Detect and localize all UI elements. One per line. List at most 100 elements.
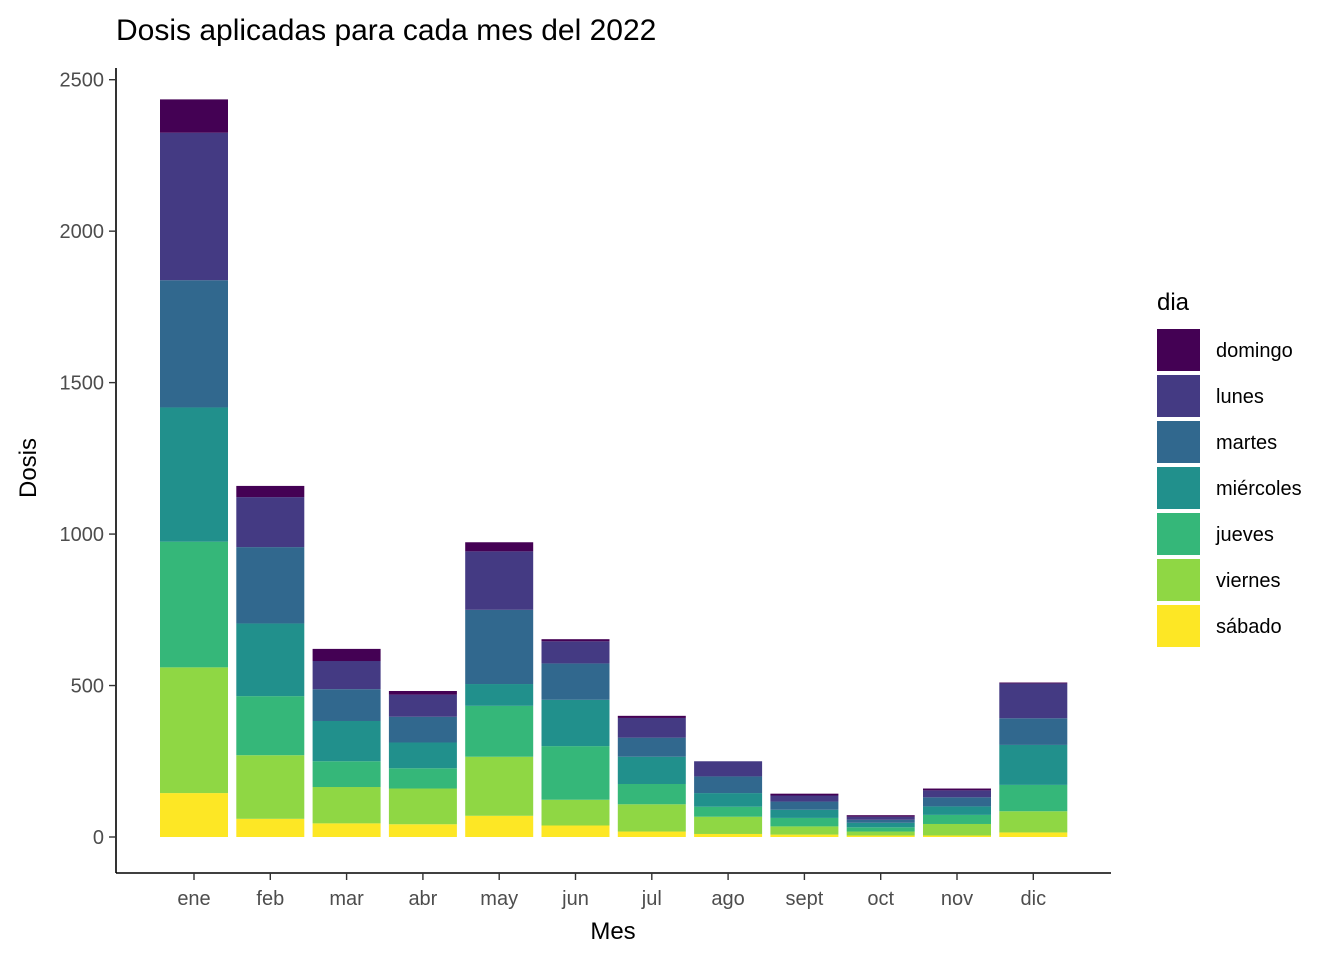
- bar-segment-mar-2: [312, 761, 381, 788]
- bar-segment-jun-4: [541, 663, 610, 700]
- legend-swatch-5: [1157, 559, 1200, 601]
- x-axis-title: Mes: [590, 918, 635, 945]
- legend-label-5: viernes: [1216, 570, 1280, 592]
- bar-segment-feb-2: [236, 696, 305, 756]
- bar-segment-abr-2: [388, 768, 457, 789]
- bar-segment-mar-3: [312, 720, 381, 762]
- bar-segment-ene-3: [160, 407, 228, 542]
- bar-segment-nov-0: [923, 835, 991, 837]
- bar-segment-abr-4: [388, 716, 457, 743]
- bar-segment-feb-4: [236, 547, 305, 624]
- x-tick-label-nov: nov: [941, 888, 973, 910]
- bar-segment-abr-5: [388, 694, 457, 717]
- bar-segment-jun-6: [541, 639, 610, 642]
- bar-segment-oct-5: [846, 816, 915, 820]
- bar-segment-sept-6: [770, 793, 839, 796]
- bar-segment-ago-2: [694, 806, 763, 817]
- y-axis-title: Dosis: [15, 438, 42, 498]
- bar-segment-ago-5: [694, 761, 763, 777]
- bar-segment-ago-1: [694, 816, 763, 834]
- bar-segment-oct-4: [846, 819, 915, 823]
- bar-segment-abr-0: [388, 824, 457, 837]
- bar-segment-ago-4: [694, 776, 763, 794]
- bar-segment-mar-0: [312, 823, 381, 837]
- bar-segment-sept-2: [770, 817, 839, 827]
- legend-swatch-1: [1157, 375, 1200, 417]
- bar-segment-sept-4: [770, 801, 839, 810]
- x-tick-label-ago: ago: [711, 888, 744, 910]
- bar-segment-mar-4: [312, 689, 381, 721]
- x-tick-label-mar: mar: [329, 888, 364, 910]
- bar-segment-sept-3: [770, 809, 839, 818]
- legend-swatch-2: [1157, 421, 1200, 463]
- legend-label-1: lunes: [1216, 386, 1264, 408]
- bar-segment-jul-5: [617, 717, 686, 738]
- bar-segment-ene-4: [160, 280, 228, 408]
- bar-segment-feb-0: [236, 818, 305, 837]
- bar-segment-jun-0: [541, 825, 610, 837]
- bar-segment-sept-0: [770, 834, 839, 837]
- y-axis: 0 500 1000 1500 2000 2500: [60, 68, 117, 873]
- bar-segment-dic-3: [999, 744, 1068, 785]
- legend-label-4: jueves: [1215, 524, 1274, 546]
- bar-segment-ene-6: [160, 99, 228, 133]
- bar-segment-oct-0: [846, 835, 915, 837]
- x-tick-label-ene: ene: [177, 888, 210, 910]
- bar-segment-abr-6: [388, 690, 457, 695]
- legend-label-3: miércoles: [1216, 478, 1302, 500]
- y-tick-label: 2000: [60, 221, 105, 243]
- bar-segment-dic-0: [999, 832, 1068, 837]
- x-tick-label-dic: dic: [1021, 888, 1047, 910]
- bar-segment-ago-3: [694, 793, 763, 807]
- bar-segment-feb-5: [236, 497, 305, 548]
- legend-label-2: martes: [1216, 432, 1277, 454]
- x-tick-label-abr: abr: [408, 888, 437, 910]
- legend-swatch-6: [1157, 605, 1200, 647]
- y-tick-label: 2500: [60, 70, 105, 92]
- legend-title: dia: [1157, 289, 1190, 316]
- x-tick-label-jul: jul: [641, 888, 662, 910]
- bar-segment-jul-3: [617, 756, 686, 784]
- bar-segment-dic-2: [999, 784, 1068, 812]
- bar-segment-may-1: [465, 756, 534, 816]
- bar-segment-nov-3: [923, 806, 991, 815]
- bar-segment-sept-1: [770, 826, 839, 835]
- bar-segment-feb-6: [236, 485, 305, 498]
- bar-segment-may-0: [465, 815, 534, 837]
- legend-swatch-3: [1157, 467, 1200, 509]
- x-tick-label-jun: jun: [561, 888, 589, 910]
- bar-segment-abr-1: [388, 788, 457, 825]
- bar-segment-feb-3: [236, 623, 305, 697]
- bar-segment-nov-4: [923, 797, 991, 807]
- bar-segment-nov-5: [923, 790, 991, 798]
- x-tick-label-may: may: [480, 888, 518, 910]
- bar-segment-jun-1: [541, 799, 610, 826]
- bar-segment-mar-1: [312, 787, 381, 824]
- bar-segment-jul-1: [617, 804, 686, 832]
- bar-segment-jul-0: [617, 831, 686, 837]
- y-tick-label: 1500: [60, 373, 105, 395]
- bar-segment-jul-6: [617, 715, 686, 718]
- x-tick-label-oct: oct: [867, 888, 894, 910]
- bar-segment-jun-3: [541, 699, 610, 747]
- y-tick-label: 500: [71, 676, 104, 698]
- bar-segment-dic-4: [999, 718, 1068, 745]
- legend-label-6: sábado: [1216, 616, 1282, 638]
- bar-segment-nov-2: [923, 814, 991, 824]
- bar-segment-jul-2: [617, 783, 686, 805]
- bar-segment-ene-2: [160, 541, 228, 668]
- bar-segment-abr-3: [388, 742, 457, 769]
- bar-segment-nov-1: [923, 823, 991, 836]
- bar-segment-ene-5: [160, 132, 228, 281]
- bar-segment-may-2: [465, 705, 534, 757]
- bar-segment-may-3: [465, 684, 534, 706]
- bar-segment-jul-4: [617, 737, 686, 757]
- x-tick-label-sept: sept: [785, 888, 823, 910]
- bar-segment-ene-1: [160, 667, 228, 794]
- bar-segment-dic-1: [999, 811, 1068, 833]
- legend-swatch-4: [1157, 513, 1200, 555]
- bar-segment-mar-5: [312, 661, 381, 690]
- bar-segment-dic-5: [999, 683, 1068, 719]
- bar-segment-feb-1: [236, 755, 305, 819]
- bar-segment-oct-3: [846, 822, 915, 828]
